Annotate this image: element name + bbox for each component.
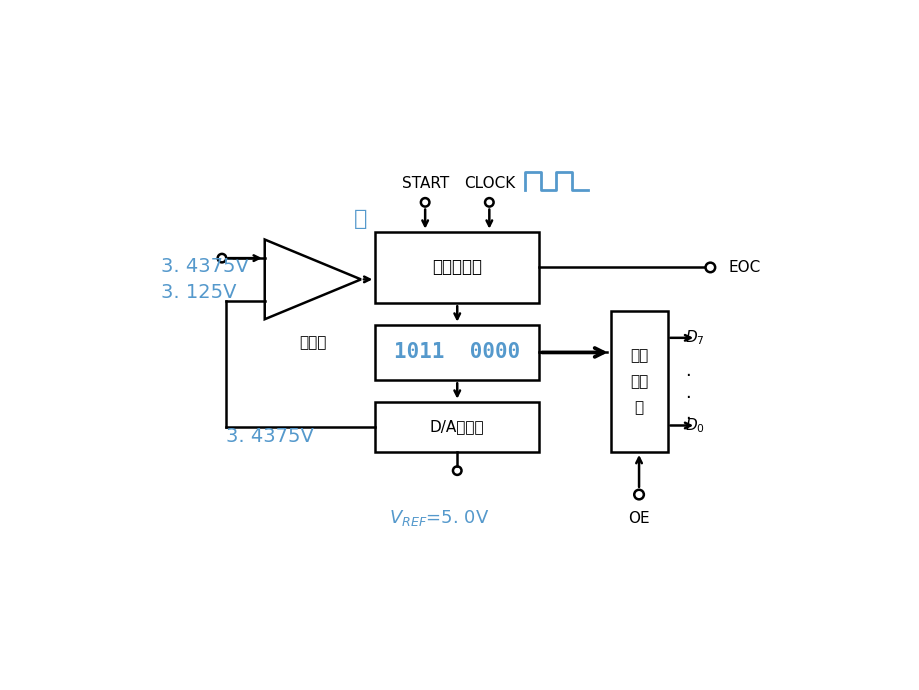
Text: 3. 4375V: 3. 4375V <box>225 426 313 446</box>
Text: 缓冲: 缓冲 <box>630 374 648 389</box>
Text: 1011  0000: 1011 0000 <box>393 342 520 362</box>
Text: 器: 器 <box>634 400 643 415</box>
Bar <box>375 402 539 452</box>
Text: 低: 低 <box>354 209 367 229</box>
Text: 输出: 输出 <box>630 348 648 364</box>
Ellipse shape <box>218 254 226 262</box>
Text: D/A转换器: D/A转换器 <box>429 420 484 434</box>
Text: $D_7$: $D_7$ <box>685 328 704 347</box>
Text: ·: · <box>685 410 690 428</box>
Text: CLOCK: CLOCK <box>463 176 515 191</box>
Text: 控制与定时: 控制与定时 <box>432 259 482 277</box>
Text: 比较器: 比较器 <box>299 335 326 351</box>
Bar <box>375 232 539 304</box>
Ellipse shape <box>633 490 643 500</box>
Text: 3. 125V: 3. 125V <box>161 283 236 302</box>
Text: $D_0$: $D_0$ <box>685 416 705 435</box>
Text: START: START <box>401 176 448 191</box>
Ellipse shape <box>452 466 461 475</box>
Text: ·: · <box>685 388 690 406</box>
Text: $V_{REF}$=5. 0V: $V_{REF}$=5. 0V <box>389 509 489 529</box>
Bar <box>610 311 667 452</box>
Ellipse shape <box>484 198 494 206</box>
Text: 3. 4375V: 3. 4375V <box>161 257 249 275</box>
Text: ·: · <box>685 367 690 385</box>
Ellipse shape <box>420 198 429 206</box>
Bar <box>375 324 539 380</box>
Text: OE: OE <box>628 511 649 526</box>
Ellipse shape <box>705 263 714 273</box>
Text: EOC: EOC <box>728 260 760 275</box>
